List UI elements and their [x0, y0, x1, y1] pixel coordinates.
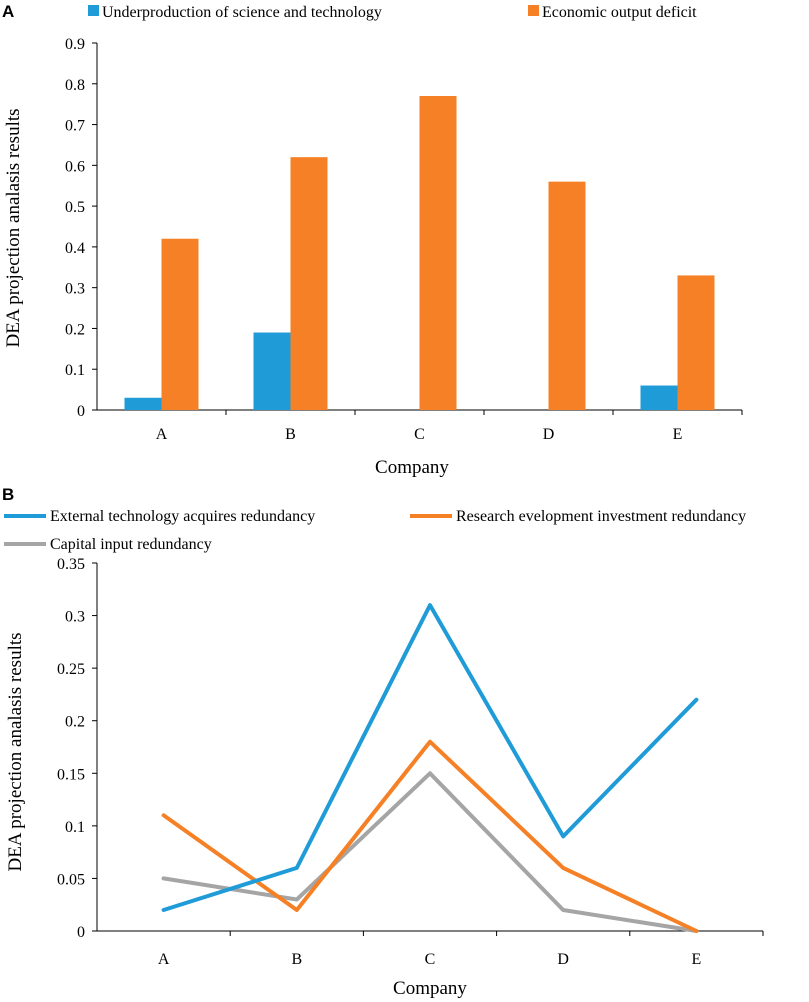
panel-a-y-tick-label: 0 — [77, 403, 85, 420]
panel-a-legend-label: Economic output deficit — [542, 4, 697, 21]
panel-a-bar-economic-output-d — [548, 181, 586, 410]
panel-b-x-tick-label: E — [692, 951, 702, 968]
panel-a-y-axis-title: DEA projection analasis results — [3, 108, 24, 347]
panel-a-x-axis-title: Company — [375, 457, 449, 478]
panel-b-line-external-technology — [161, 603, 699, 912]
panel-b-line-capital-input — [161, 771, 699, 933]
panel-a-x-tick-label: E — [673, 426, 683, 443]
panel-b-legend-label: External technology acquires redundancy — [50, 508, 315, 525]
panel-a-bar-economic-output-e — [677, 275, 715, 410]
panel-a-y-tick-label: 0.1 — [65, 362, 85, 379]
panel-b-x-tick-label: D — [557, 951, 569, 968]
panel-b-y-tick-label: 0.1 — [65, 819, 85, 836]
panel-b-y-axis-title: DEA projection analasis results — [5, 632, 26, 871]
panel-b-x-tick-label: A — [158, 951, 170, 968]
panel-a-y-tick-label: 0.7 — [65, 118, 85, 135]
panel-b-legend-label: Capital input redundancy — [50, 536, 212, 553]
panel-a-legend-swatch — [88, 5, 99, 16]
panel-a-x-tick-label: B — [285, 426, 296, 443]
panel-b-x-tick-label: B — [291, 951, 302, 968]
panel-b-x-tick-label: C — [425, 951, 436, 968]
panel-a-bar-economic-output-c — [419, 96, 457, 410]
panel-a-y-tick-label: 0.9 — [65, 36, 85, 53]
panel-a-y-tick-label: 0.8 — [65, 77, 85, 94]
panel-b-y-tick-label: 0.3 — [65, 609, 85, 626]
panel-a-y-tick-label: 0.2 — [65, 321, 85, 338]
panel-a-bar-economic-output-b — [290, 157, 328, 410]
panel-b-y-tick-label: 0.15 — [57, 766, 85, 783]
panel-b-line-research-development — [161, 739, 699, 933]
panel-b-y-tick-label: 0 — [77, 924, 85, 941]
panel-a-bar-science-technology-a — [124, 397, 162, 410]
panel-a-legend-swatch — [528, 5, 539, 16]
panel-a-bar-economic-output-a — [161, 238, 199, 410]
panel-a-legend-label: Underproduction of science and technolog… — [102, 4, 382, 21]
panel-a-letter: A — [2, 2, 14, 21]
panel-b-legend-label: Research evelopment investment redundanc… — [456, 508, 746, 525]
panel-a-x-tick-label: A — [156, 426, 168, 443]
panel-a-bar-science-technology-b — [253, 332, 291, 410]
panel-a-y-tick-label: 0.3 — [65, 281, 85, 298]
panel-a-y-tick-label: 0.6 — [65, 158, 85, 175]
panel-b-x-axis-title: Company — [393, 978, 467, 999]
panel-b-y-tick-label: 0.25 — [57, 661, 85, 678]
panel-a-y-tick-label: 0.4 — [65, 240, 85, 257]
panel-b-letter: B — [2, 485, 14, 504]
panel-a-plot: 0 0.1 0.2 0.3 0.4 0.5 0.6 0.7 0.8 0.9 A B C D E Underpr… — [65, 4, 743, 443]
panel-b-plot: 0 0.05 0.1 0.15 0.2 0.25 0.3 0.35 A B C D E External … — [4, 508, 764, 968]
panel-a-bar-science-technology-e — [640, 385, 678, 410]
panel-b-y-tick-label: 0.35 — [57, 556, 85, 573]
panel-b-y-tick-label: 0.2 — [65, 714, 85, 731]
panel-a-x-tick-label: D — [543, 426, 555, 443]
panel-b-y-tick-label: 0.05 — [57, 871, 85, 888]
panel-a-x-tick-label: C — [414, 426, 425, 443]
panel-a-y-tick-label: 0.5 — [65, 199, 85, 216]
